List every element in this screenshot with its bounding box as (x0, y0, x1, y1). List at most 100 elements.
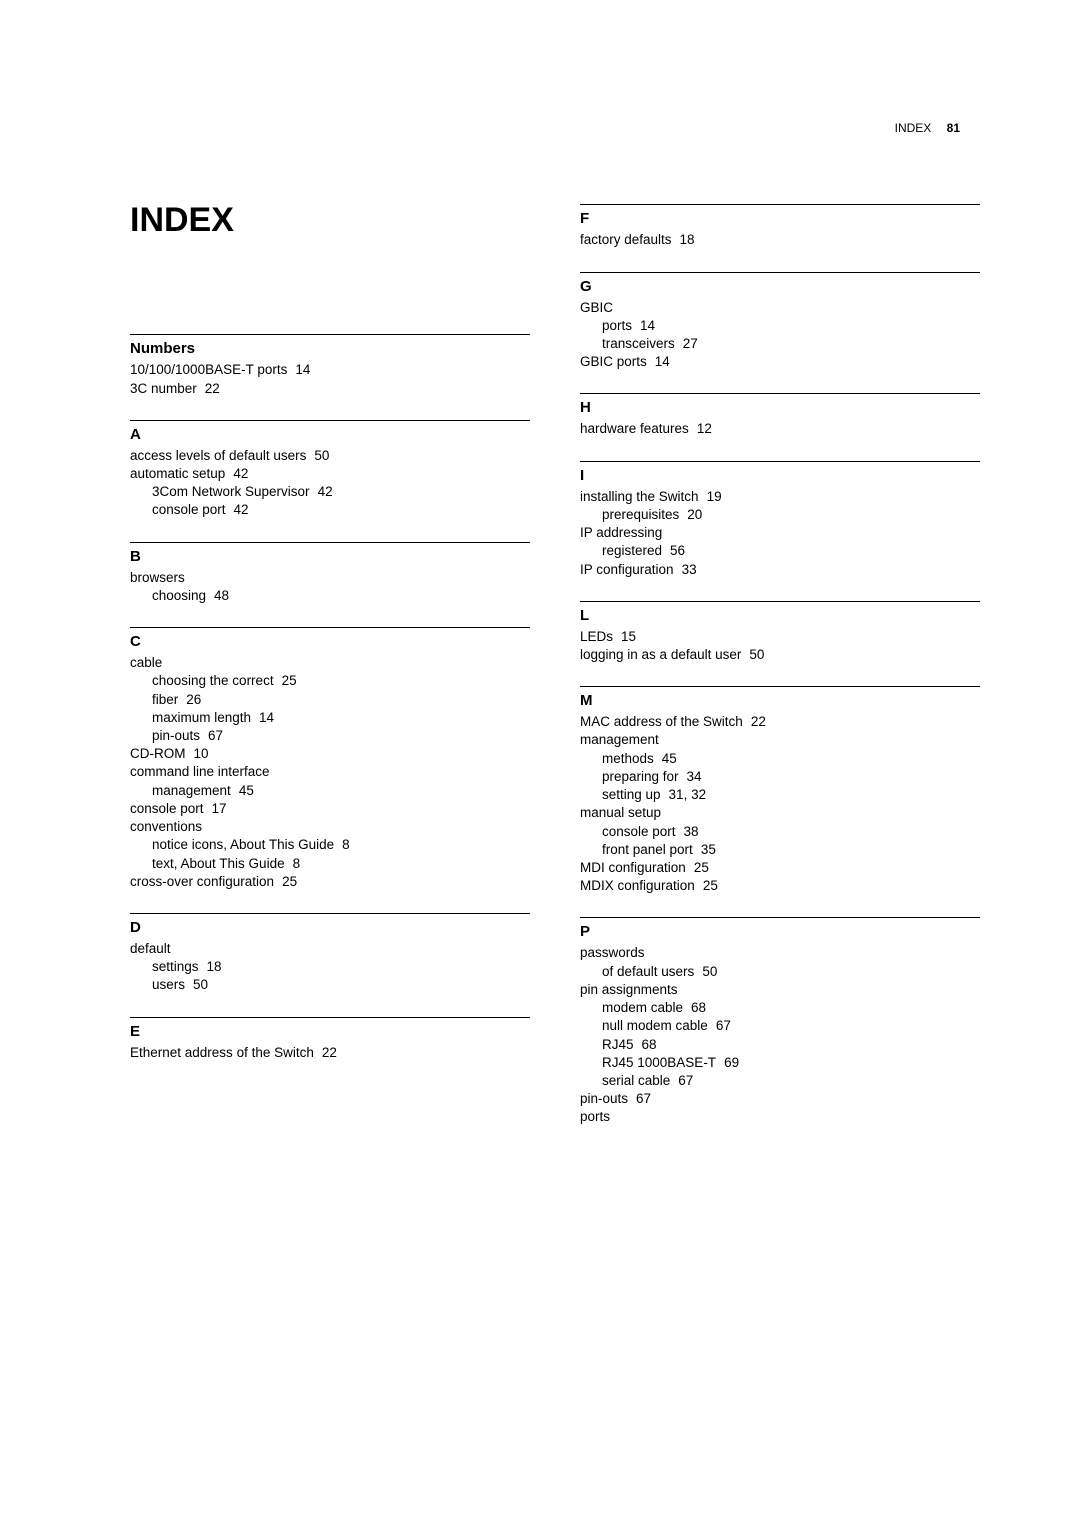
entry-text: automatic setup (130, 466, 225, 481)
index-entry: passwords (580, 944, 980, 962)
section-letter: L (580, 601, 980, 626)
entry-page: 45 (662, 751, 677, 766)
entry-page: 25 (282, 874, 297, 889)
entry-page: 38 (684, 824, 699, 839)
index-entry: hardware features12 (580, 420, 980, 438)
index-entry: transceivers 27 (580, 335, 980, 353)
entry-page: 67 (208, 728, 223, 743)
entry-text: hardware features (580, 421, 689, 436)
entry-page: 68 (642, 1037, 657, 1052)
entry-text: preparing for (602, 769, 679, 784)
index-entry: logging in as a default user 50 (580, 646, 980, 664)
section-letter: D (130, 913, 530, 938)
index-entry: RJ45 68 (580, 1036, 980, 1054)
entry-page: 8 (293, 856, 301, 871)
index-entry: prerequisites20 (580, 506, 980, 524)
section-letter: F (580, 204, 980, 229)
index-entry: console port17 (130, 800, 530, 818)
index-entry: ports (580, 1108, 980, 1126)
entry-page: 67 (678, 1073, 693, 1088)
entry-text: modem cable (602, 1000, 683, 1015)
entry-page: 67 (636, 1091, 651, 1106)
header-page-number: 81 (947, 121, 960, 135)
index-entry: default (130, 940, 530, 958)
index-entry: modem cable 68 (580, 999, 980, 1017)
entry-text: pin-outs (580, 1091, 628, 1106)
entry-text: default (130, 941, 171, 956)
index-section: Bbrowserschoosing48 (130, 542, 530, 605)
entry-page: 14 (259, 710, 274, 725)
index-entry: null modem cable 67 (580, 1017, 980, 1035)
entry-page: 8 (342, 837, 350, 852)
entry-text: 10/100/1000BASE-T ports (130, 362, 287, 377)
right-column: Ffactory defaults18GGBICports14transceiv… (580, 204, 980, 1148)
index-entry: pin assignments (580, 981, 980, 999)
section-letter: I (580, 461, 980, 486)
entry-text: Ethernet address of the Switch (130, 1045, 314, 1060)
index-section: Ccablechoosing the correct25fiber26maxim… (130, 627, 530, 891)
index-section: MMAC address of the Switch22managementme… (580, 686, 980, 895)
entry-text: pin-outs (152, 728, 200, 743)
index-entry: 3C number22 (130, 380, 530, 398)
entry-text: maximum length (152, 710, 251, 725)
index-entry: factory defaults18 (580, 231, 980, 249)
entry-text: browsers (130, 570, 185, 585)
entry-page: 17 (212, 801, 227, 816)
entry-page: 15 (621, 629, 636, 644)
index-entry: console port38 (580, 823, 980, 841)
index-entry: installing the Switch 19 (580, 488, 980, 506)
entry-text: LEDs (580, 629, 613, 644)
entry-text: choosing (152, 588, 206, 603)
entry-page: 18 (207, 959, 222, 974)
entry-text: prerequisites (602, 507, 679, 522)
entry-page: 50 (749, 647, 764, 662)
index-entry: management45 (130, 782, 530, 800)
entry-page: 10 (194, 746, 209, 761)
index-section: Aaccess levels of default users 50 automat… (130, 420, 530, 520)
index-entry: preparing for34 (580, 768, 980, 786)
entry-text: setting up (602, 787, 661, 802)
entry-text: RJ45 (602, 1037, 634, 1052)
entry-text: 3Com Network Supervisor (152, 484, 310, 499)
entry-page: 42 (234, 502, 249, 517)
entry-page: 25 (694, 860, 709, 875)
index-entry: users50 (130, 976, 530, 994)
section-letter: H (580, 393, 980, 418)
entry-page: 50 (314, 448, 329, 463)
index-entry: cross-over configuration 25 (130, 873, 530, 891)
entry-page: 27 (683, 336, 698, 351)
entry-text: logging in as a default user (580, 647, 741, 662)
entry-text: command line interface (130, 764, 270, 779)
entry-text: pin assignments (580, 982, 678, 997)
entry-text: choosing the correct (152, 673, 274, 688)
entry-text: settings (152, 959, 199, 974)
entry-page: 19 (707, 489, 722, 504)
entry-text: management (152, 783, 231, 798)
index-section: Iinstalling the Switch19prerequisites20I… (580, 461, 980, 579)
entry-page: 50 (702, 964, 717, 979)
index-section: EEthernet address of the Switch22 (130, 1017, 530, 1062)
entry-page: 22 (322, 1045, 337, 1060)
entry-page: 33 (682, 562, 697, 577)
entry-text: access levels of default users (130, 448, 306, 463)
index-entry: IP configuration33 (580, 561, 980, 579)
entry-text: front panel port (602, 842, 693, 857)
section-letter: Numbers (130, 334, 530, 359)
index-entry: setting up31, 32 (580, 786, 980, 804)
entry-text: IP addressing (580, 525, 662, 540)
entry-text: cross-over configuration (130, 874, 274, 889)
entry-text: null modem cable (602, 1018, 708, 1033)
entry-text: MAC address of the Switch (580, 714, 743, 729)
entry-text: management (580, 732, 659, 747)
index-entry: automatic setup42 (130, 465, 530, 483)
entry-text: fiber (152, 692, 178, 707)
entry-page: 67 (716, 1018, 731, 1033)
entry-text: installing the Switch (580, 489, 699, 504)
entry-page: 68 (691, 1000, 706, 1015)
index-entry: front panel port35 (580, 841, 980, 859)
entry-page: 14 (655, 354, 670, 369)
section-letter: A (130, 420, 530, 445)
entry-text: transceivers (602, 336, 675, 351)
left-column: Numbers 10/100/1000BASE-T ports 14 3C numbe… (130, 334, 530, 1148)
entry-text: GBIC (580, 300, 613, 315)
